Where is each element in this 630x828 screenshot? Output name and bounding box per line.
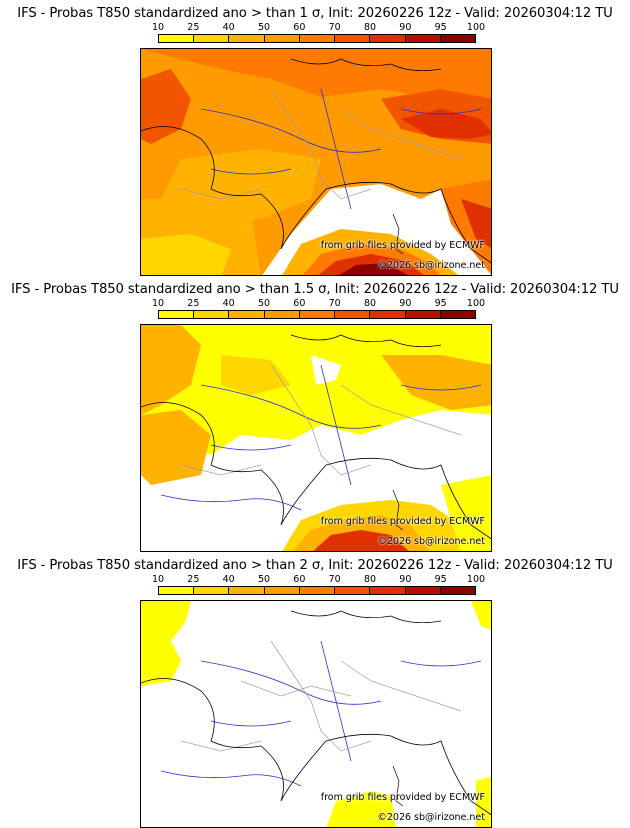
sea-anomaly	[282, 475, 491, 551]
colorbar-swatch	[335, 311, 371, 318]
colorbar-swatch	[229, 587, 265, 594]
colorbar-tick-label: 95	[434, 574, 447, 585]
probability-map: from grib files provided by ECMWF ©2026 …	[140, 324, 492, 552]
colorbar-swatch	[159, 311, 195, 318]
copyright-credit: ©2026 sb@irizone.net	[377, 812, 485, 823]
probability-map: from grib files provided by ECMWF ©2026 …	[140, 48, 492, 276]
colorbar-tick-label: 50	[257, 22, 271, 33]
colorbar-tick-label: 90	[399, 22, 412, 33]
map-lines	[141, 334, 491, 540]
panel-title: IFS - Probas T850 standardized ano > tha…	[11, 282, 619, 297]
colorbar-swatch	[299, 311, 336, 318]
colorbar-tick-label: 10	[151, 298, 165, 309]
colorbar-tick-label: 90	[399, 574, 412, 585]
colorbar-tick-label: 100	[466, 574, 486, 585]
colorbar-tick-label: 80	[363, 22, 377, 33]
colorbar-tick-label: 10	[151, 574, 165, 585]
colorbar-tick-label: 60	[293, 574, 306, 585]
probability-map: from grib files provided by ECMWF ©2026 …	[140, 600, 492, 828]
colorbar-labels: 10 25 40 50 60 70 80 90 95 100	[152, 574, 485, 586]
colorbar-swatch	[440, 35, 475, 42]
probability-fill	[141, 49, 491, 275]
colorbar-swatch	[440, 311, 475, 318]
colorbar-tick-label: 80	[363, 298, 377, 309]
colorbar-swatch	[405, 35, 441, 42]
sea-anomaly	[282, 229, 459, 275]
colorbar-swatch	[299, 35, 336, 42]
colorbar-tick-label: 40	[222, 574, 235, 585]
colorbar-swatch	[194, 587, 230, 594]
colorbar-tick-label: 25	[187, 574, 200, 585]
colorbar-tick-label: 60	[293, 298, 306, 309]
colorbar-swatch	[370, 587, 406, 594]
colorbar-tick-label: 90	[399, 298, 412, 309]
panel-sigma-2: IFS - Probas T850 standardized ano > tha…	[0, 552, 630, 828]
colorbar-swatch	[229, 311, 265, 318]
source-credit: from grib files provided by ECMWF	[320, 240, 485, 251]
colorbar-tick-label: 40	[222, 298, 235, 309]
colorbar-swatch	[370, 35, 406, 42]
panel-sigma-1: IFS - Probas T850 standardized ano > tha…	[0, 0, 630, 276]
map-figure	[141, 325, 491, 551]
map-figure	[141, 601, 491, 827]
probability-fill	[141, 601, 491, 827]
copyright-credit: ©2026 sb@irizone.net	[377, 536, 485, 547]
colorbar-tick-label: 40	[222, 22, 235, 33]
colorbar	[158, 310, 476, 319]
colorbar-tick-label: 50	[257, 574, 271, 585]
colorbar-swatch	[264, 587, 300, 594]
colorbar-swatch	[229, 35, 265, 42]
colorbar-tick-label: 70	[328, 298, 341, 309]
colorbar-labels: 10 25 40 50 60 70 80 90 95 100	[152, 298, 485, 310]
colorbar-tick-label: 70	[328, 574, 341, 585]
map-figure	[141, 49, 491, 275]
colorbar-swatch	[370, 311, 406, 318]
colorbar-swatch	[194, 311, 230, 318]
colorbar-tick-label: 95	[434, 298, 447, 309]
colorbar-tick-label: 100	[466, 22, 486, 33]
colorbar-tick-label: 100	[466, 298, 486, 309]
source-credit: from grib files provided by ECMWF	[320, 516, 485, 527]
panel-title: IFS - Probas T850 standardized ano > tha…	[17, 558, 613, 573]
map-lines	[141, 58, 491, 264]
colorbar-swatch	[405, 311, 441, 318]
colorbar-swatch	[159, 587, 195, 594]
colorbar-tick-label: 25	[187, 298, 200, 309]
colorbar-swatch	[194, 35, 230, 42]
colorbar-swatch	[335, 35, 371, 42]
panel-title: IFS - Probas T850 standardized ano > tha…	[17, 6, 613, 21]
colorbar-swatch	[335, 587, 371, 594]
colorbar-tick-label: 50	[257, 298, 271, 309]
colorbar-tick-label: 10	[151, 22, 165, 33]
colorbar-tick-label: 60	[293, 22, 306, 33]
colorbar	[158, 34, 476, 43]
colorbar-swatch	[264, 35, 300, 42]
panel-sigma-1-5: IFS - Probas T850 standardized ano > tha…	[0, 276, 630, 552]
colorbar-tick-label: 70	[328, 22, 341, 33]
source-credit: from grib files provided by ECMWF	[320, 792, 485, 803]
colorbar-swatch	[264, 311, 300, 318]
colorbar	[158, 586, 476, 595]
colorbar-tick-label: 95	[434, 22, 447, 33]
colorbar-swatch	[405, 587, 441, 594]
colorbar-swatch	[440, 587, 475, 594]
colorbar-tick-label: 25	[187, 22, 200, 33]
map-lines	[141, 610, 491, 816]
colorbar-tick-label: 80	[363, 574, 377, 585]
colorbar-swatch	[299, 587, 336, 594]
colorbar-labels: 10 25 40 50 60 70 80 90 95 100	[152, 22, 485, 34]
colorbar-swatch	[159, 35, 195, 42]
copyright-credit: ©2026 sb@irizone.net	[377, 260, 485, 271]
